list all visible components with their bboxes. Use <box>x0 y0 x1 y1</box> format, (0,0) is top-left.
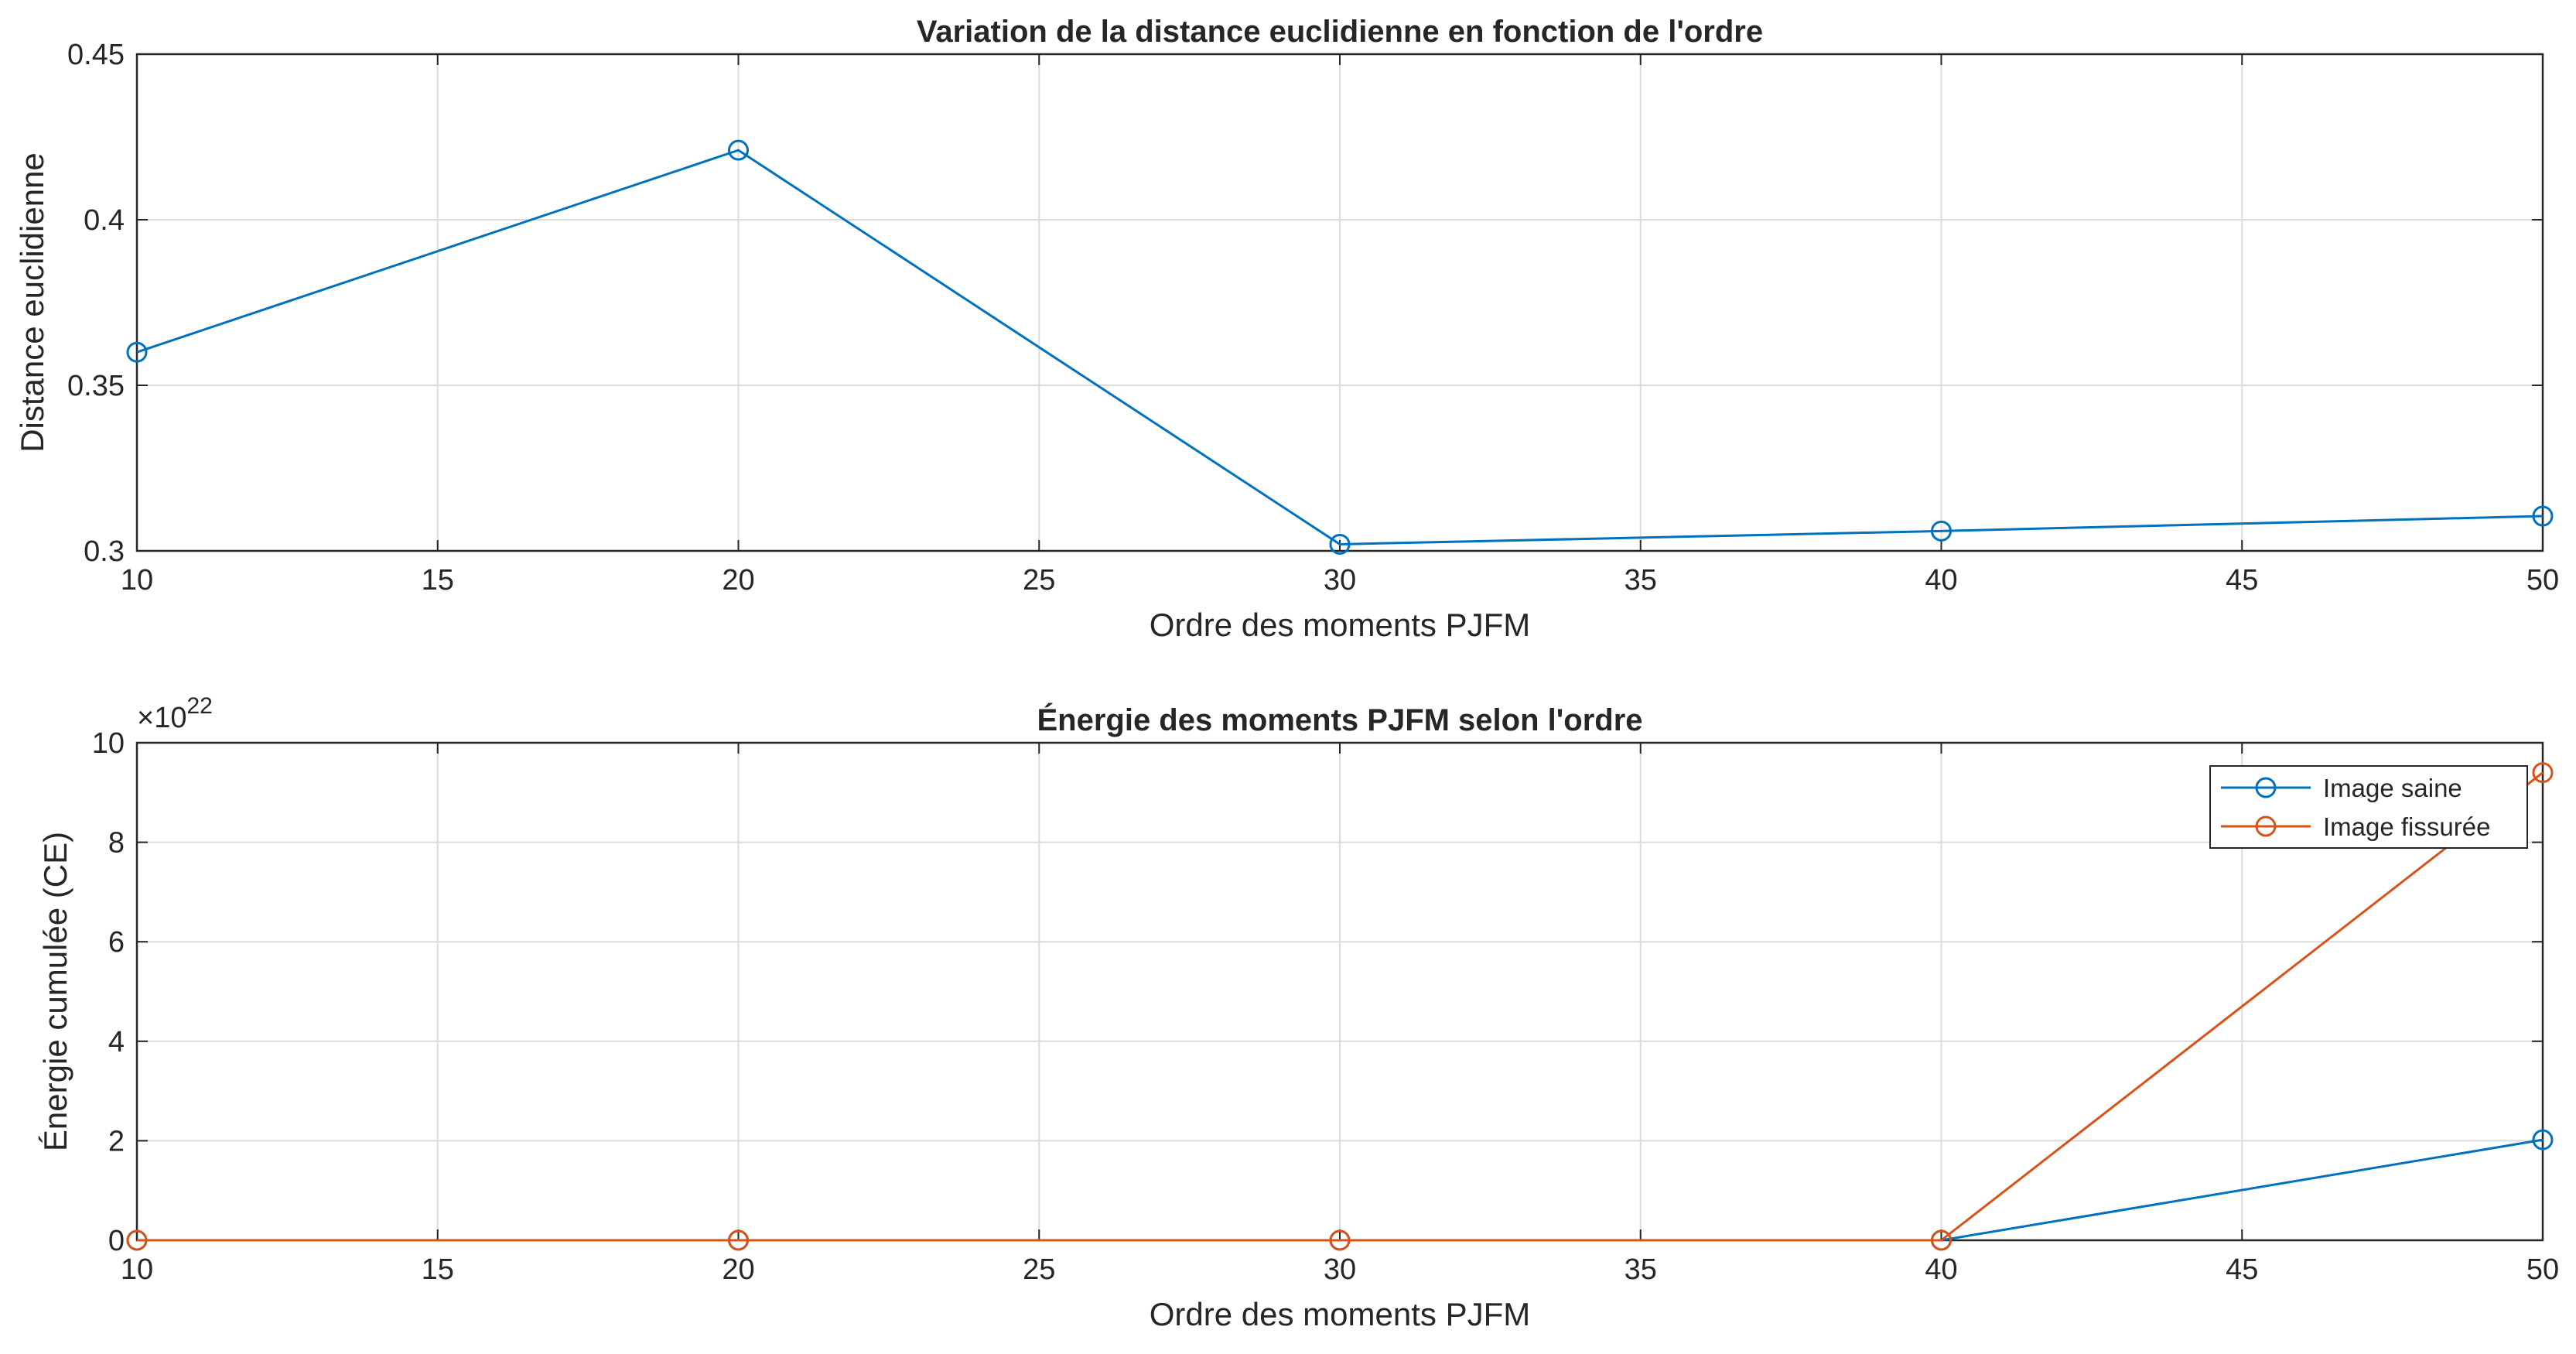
y-multiplier: ×1022 <box>137 693 213 734</box>
x-tick-label: 50 <box>2526 1253 2559 1286</box>
chart-title: Énergie des moments PJFM selon l'ordre <box>1037 703 1642 737</box>
x-tick-label: 30 <box>1324 1253 1356 1286</box>
legend-label: Image fissurée <box>2323 812 2490 841</box>
data-point <box>2532 505 2554 527</box>
y-multiplier-base: ×10 <box>137 702 186 734</box>
x-axis-label: Ordre des moments PJFM <box>1150 607 1530 643</box>
x-tick-label: 25 <box>1023 564 1055 597</box>
x-tick-label: 25 <box>1023 1253 1055 1286</box>
y-tick-label: 0.45 <box>67 39 125 71</box>
legend-marker <box>2255 777 2277 798</box>
data-point <box>1329 533 1351 555</box>
x-tick-label: 10 <box>121 1253 153 1286</box>
data-point <box>2532 1129 2554 1151</box>
y-axis-label: Distance euclidienne <box>14 152 50 453</box>
data-point <box>2532 762 2554 784</box>
x-tick-label: 35 <box>1625 564 1657 597</box>
series-line <box>137 771 2544 1242</box>
x-tick-label: 20 <box>722 564 754 597</box>
data-point <box>728 139 749 161</box>
data-point <box>1931 1229 1952 1251</box>
x-tick-label: 40 <box>1925 1253 1957 1286</box>
x-tick-label: 45 <box>2226 1253 2258 1286</box>
chart-2: 10 15 20 25 30 35 40 45 50 0 2 4 6 8 10 Énergie des mom… <box>37 693 2559 1332</box>
y-tick-label: 8 <box>108 827 125 860</box>
x-tick-label: 20 <box>722 1253 754 1286</box>
x-tick-label: 15 <box>422 1253 454 1286</box>
y-axis-label: Énergie cumulée (CE) <box>37 832 73 1151</box>
y-tick-label: 6 <box>108 926 125 959</box>
x-tick-label: 40 <box>1925 564 1957 597</box>
y-multiplier-exponent: 22 <box>186 693 212 719</box>
data-point <box>728 1229 749 1251</box>
legend: Image saine Image fissurée <box>2209 765 2528 849</box>
y-tick-label: 0.4 <box>84 204 125 237</box>
y-tick-label: 4 <box>108 1026 125 1058</box>
data-point <box>126 341 148 363</box>
x-tick-label: 30 <box>1324 564 1356 597</box>
legend-label: Image saine <box>2323 774 2462 802</box>
y-tick-label: 0.3 <box>84 535 125 568</box>
data-point <box>126 1229 148 1251</box>
chart-title: Variation de la distance euclidienne en … <box>917 15 1763 49</box>
chart-1: 10 15 20 25 30 35 40 45 50 0.3 0.35 0.4 0.45 Variatio… <box>14 15 2559 643</box>
y-tick-label: 2 <box>108 1125 125 1157</box>
x-axis-label: Ordre des moments PJFM <box>1150 1296 1530 1332</box>
legend-marker <box>2255 815 2277 837</box>
x-tick-label: 45 <box>2226 564 2258 597</box>
y-tick-label: 0.35 <box>67 370 125 402</box>
series-line <box>136 149 2544 545</box>
x-tick-label: 50 <box>2526 564 2559 597</box>
data-point <box>1329 1229 1351 1251</box>
data-point <box>1931 520 1952 542</box>
y-tick-label: 10 <box>92 727 125 760</box>
x-tick-label: 15 <box>422 564 454 597</box>
x-tick-label: 10 <box>121 564 153 597</box>
x-tick-label: 35 <box>1625 1253 1657 1286</box>
axes-frame <box>135 53 2544 552</box>
y-tick-label: 0 <box>108 1225 125 1257</box>
